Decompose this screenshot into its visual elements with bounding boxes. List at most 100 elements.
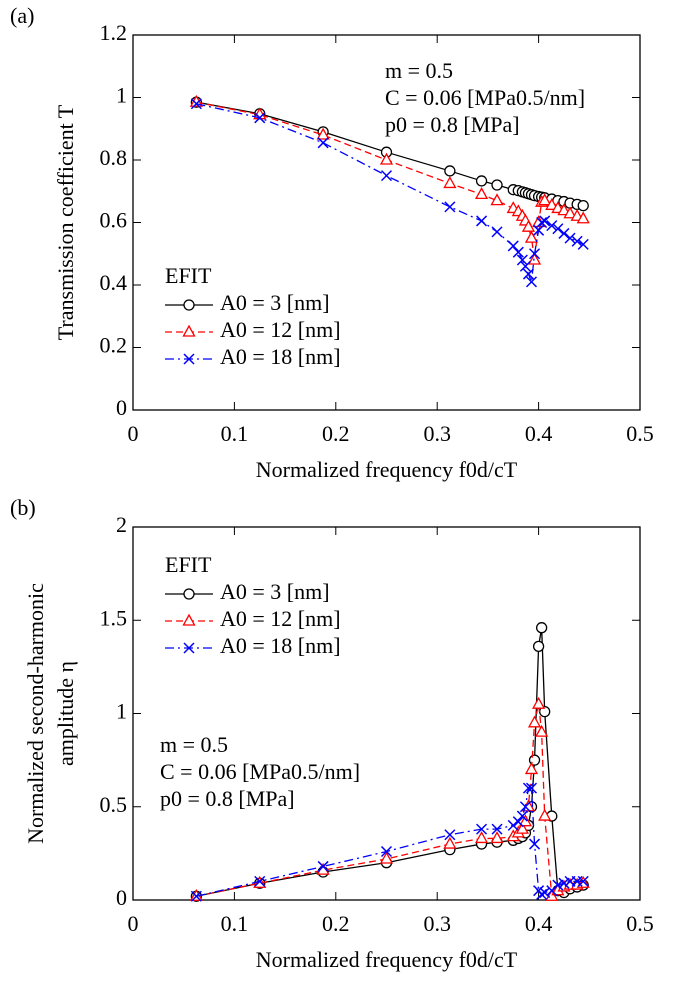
marker (536, 216, 548, 229)
x-tick-label: 0.3 (423, 421, 451, 446)
x-tick-label: 0.5 (626, 421, 654, 446)
marker (577, 238, 589, 250)
y-tick-label: 0 (116, 885, 127, 910)
y-tick-label: 2 (116, 512, 127, 537)
y-tick-label: 0.6 (100, 208, 128, 233)
legend-label: A0 = 18 [nm] (220, 633, 341, 658)
marker (557, 203, 571, 216)
y-tick-label: 0.2 (100, 333, 128, 358)
marker (475, 175, 488, 187)
legend-label: A0 = 12 [nm] (220, 606, 341, 631)
marker (571, 235, 583, 247)
x-tick-label: 0.4 (525, 911, 553, 936)
y-tick-label: 1.2 (100, 20, 128, 45)
marker (182, 613, 196, 626)
marker (444, 829, 456, 841)
marker (522, 268, 534, 280)
marker (491, 179, 503, 191)
y-axis-label: Normalized second-harmonic (23, 583, 48, 844)
marker (516, 810, 528, 822)
marker (512, 816, 524, 828)
axes-frame (132, 526, 641, 901)
marker (317, 137, 329, 149)
marker (518, 814, 533, 827)
marker (507, 240, 519, 252)
x-tick-label: 0.3 (423, 911, 451, 936)
y-tick-label: 1 (116, 699, 127, 724)
legend-label: A0 = 3 [nm] (220, 290, 330, 315)
marker (183, 642, 195, 654)
marker (474, 831, 489, 844)
marker (538, 193, 552, 206)
marker (532, 640, 545, 653)
panel-label: (b) (10, 495, 36, 520)
marker (539, 887, 551, 899)
y-axis-label: amplitude η (53, 661, 78, 766)
legend-label: A0 = 12 [nm] (220, 317, 341, 342)
marker (379, 152, 394, 165)
annotation: p0 = 0.8 [MPa] (160, 786, 295, 811)
marker (546, 220, 558, 232)
marker (444, 201, 456, 213)
marker (443, 176, 457, 189)
marker (577, 199, 589, 212)
marker (521, 219, 536, 232)
y-tick-label: 1.5 (100, 605, 128, 630)
marker (522, 782, 534, 794)
marker (516, 254, 528, 266)
marker (183, 353, 195, 365)
marker (254, 112, 266, 124)
marker (532, 696, 546, 709)
marker (476, 215, 488, 227)
x-tick-label: 0.4 (525, 421, 553, 446)
annotation: C = 0.06 [MPa0.5/nm] (160, 759, 360, 784)
marker (317, 860, 329, 872)
x-tick-label: 0 (128, 421, 139, 446)
annotation: C = 0.06 [MPa0.5/nm] (385, 85, 585, 110)
marker (519, 260, 531, 272)
marker (190, 98, 202, 110)
marker (476, 823, 488, 835)
y-axis-label: Transmission coefficient T (53, 104, 78, 340)
marker (529, 838, 541, 850)
marker (490, 831, 504, 844)
marker (564, 232, 576, 244)
x-tick-label: 0.2 (322, 421, 350, 446)
annotation: p0 = 0.8 [MPa] (385, 112, 520, 137)
marker (552, 879, 564, 891)
marker (524, 762, 539, 775)
marker (545, 197, 559, 210)
marker (525, 782, 538, 794)
y-tick-label: 0.5 (100, 792, 128, 817)
marker (576, 211, 590, 224)
x-axis-label: Normalized frequency f0d/cT (256, 457, 518, 482)
y-tick-label: 0 (116, 395, 127, 420)
marker (519, 801, 531, 813)
marker (379, 851, 394, 864)
marker (512, 246, 524, 258)
x-tick-label: 0.2 (322, 911, 350, 936)
marker (380, 845, 393, 858)
marker (444, 165, 456, 177)
marker (529, 248, 541, 260)
legend-title: EFIT (165, 552, 212, 577)
x-tick-label: 0.1 (221, 421, 249, 446)
marker (183, 588, 195, 600)
marker (533, 224, 545, 236)
x-axis-label: Normalized frequency f0d/cT (256, 947, 518, 972)
panel-label: (a) (10, 3, 34, 28)
marker (536, 888, 548, 900)
marker (316, 127, 330, 140)
legend-title: EFIT (165, 263, 212, 288)
y-tick-label: 0.8 (100, 145, 128, 170)
marker (507, 819, 519, 831)
y-tick-label: 0.4 (100, 270, 128, 295)
x-tick-label: 0 (128, 911, 139, 936)
series-line (196, 101, 584, 261)
marker (182, 324, 196, 337)
marker (538, 808, 552, 821)
marker (491, 226, 503, 238)
marker (380, 170, 393, 182)
